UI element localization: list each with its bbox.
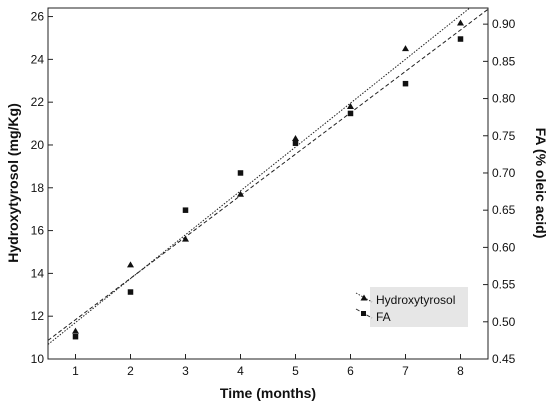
y-tick-label: 24 bbox=[31, 52, 45, 66]
y2-tick-label: 0.50 bbox=[492, 315, 516, 329]
data-point-hydroxytyrosol bbox=[72, 327, 79, 334]
y2-tick-label: 0.80 bbox=[492, 92, 516, 106]
legend-label-fa: FA bbox=[376, 310, 391, 324]
legend: Hydroxytyrosol FA bbox=[355, 287, 468, 327]
data-point-fa bbox=[347, 110, 354, 117]
y2-tick-label: 0.90 bbox=[492, 17, 516, 31]
data-point-hydroxytyrosol bbox=[182, 235, 189, 242]
data-point-fa bbox=[292, 140, 299, 146]
x-tick-label: 5 bbox=[292, 364, 299, 378]
x-tick-label: 3 bbox=[182, 364, 189, 378]
y2-tick-label: 0.65 bbox=[492, 203, 516, 217]
y-tick-label: 22 bbox=[31, 95, 45, 109]
y-tick-label: 18 bbox=[31, 181, 45, 195]
y-tick-label: 16 bbox=[31, 224, 45, 238]
data-point-hydroxytyrosol bbox=[237, 190, 244, 197]
y-axis-title: Hydroxytyrosol (mg/Kg) bbox=[5, 103, 21, 262]
legend-square-icon bbox=[361, 311, 366, 316]
x-tick-label: 2 bbox=[127, 364, 134, 378]
x-tick-label: 6 bbox=[347, 364, 354, 378]
legend-triangle-icon bbox=[360, 294, 368, 301]
y2-tick-label: 0.70 bbox=[492, 166, 516, 180]
x-tick-label: 7 bbox=[402, 364, 409, 378]
data-point-hydroxytyrosol bbox=[457, 19, 464, 26]
y-tick-label: 10 bbox=[31, 352, 45, 366]
right-y-axis: 0.45 0.50 0.55 0.60 0.65 0.70 0.75 0.80 0.85 0.90 bbox=[483, 17, 516, 366]
x-axis-title: Time (months) bbox=[220, 385, 316, 401]
y2-tick-label: 0.60 bbox=[492, 240, 516, 254]
fit-lines bbox=[48, 8, 488, 345]
y-tick-label: 14 bbox=[31, 266, 45, 280]
data-point-fa bbox=[402, 80, 409, 87]
data-point-fa bbox=[237, 170, 244, 176]
fit-line-hydroxytyrosol bbox=[48, 8, 471, 345]
data-point-fa bbox=[72, 333, 79, 340]
y-tick-label: 26 bbox=[31, 10, 45, 24]
data-point-hydroxytyrosol bbox=[127, 261, 134, 268]
fit-line-fa bbox=[48, 8, 488, 341]
y2-tick-label: 0.45 bbox=[492, 352, 516, 366]
x-tick-label: 4 bbox=[237, 364, 244, 378]
y2-axis-title: FA (% oleic acid) bbox=[533, 128, 549, 239]
y2-tick-label: 0.85 bbox=[492, 54, 516, 68]
data-point-hydroxytyrosol bbox=[292, 135, 299, 142]
data-point-fa bbox=[127, 289, 134, 295]
legend-box bbox=[370, 287, 468, 327]
data-point-hydroxytyrosol bbox=[347, 102, 354, 109]
left-y-axis: 10 12 14 16 18 20 22 24 26 bbox=[31, 10, 53, 366]
data-point-hydroxytyrosol bbox=[402, 45, 409, 52]
data-point-fa bbox=[457, 36, 464, 42]
x-tick-label: 8 bbox=[457, 364, 464, 378]
y2-tick-label: 0.55 bbox=[492, 278, 516, 292]
data-point-fa bbox=[182, 207, 189, 213]
y2-tick-label: 0.75 bbox=[492, 129, 516, 143]
x-tick-label: 1 bbox=[72, 364, 79, 378]
y-tick-label: 20 bbox=[31, 138, 45, 152]
data-points bbox=[72, 19, 464, 340]
y-tick-label: 12 bbox=[31, 309, 45, 323]
x-axis: 1 2 3 4 5 6 7 8 bbox=[72, 354, 464, 378]
legend-label-hydroxytyrosol: Hydroxytyrosol bbox=[376, 293, 455, 307]
